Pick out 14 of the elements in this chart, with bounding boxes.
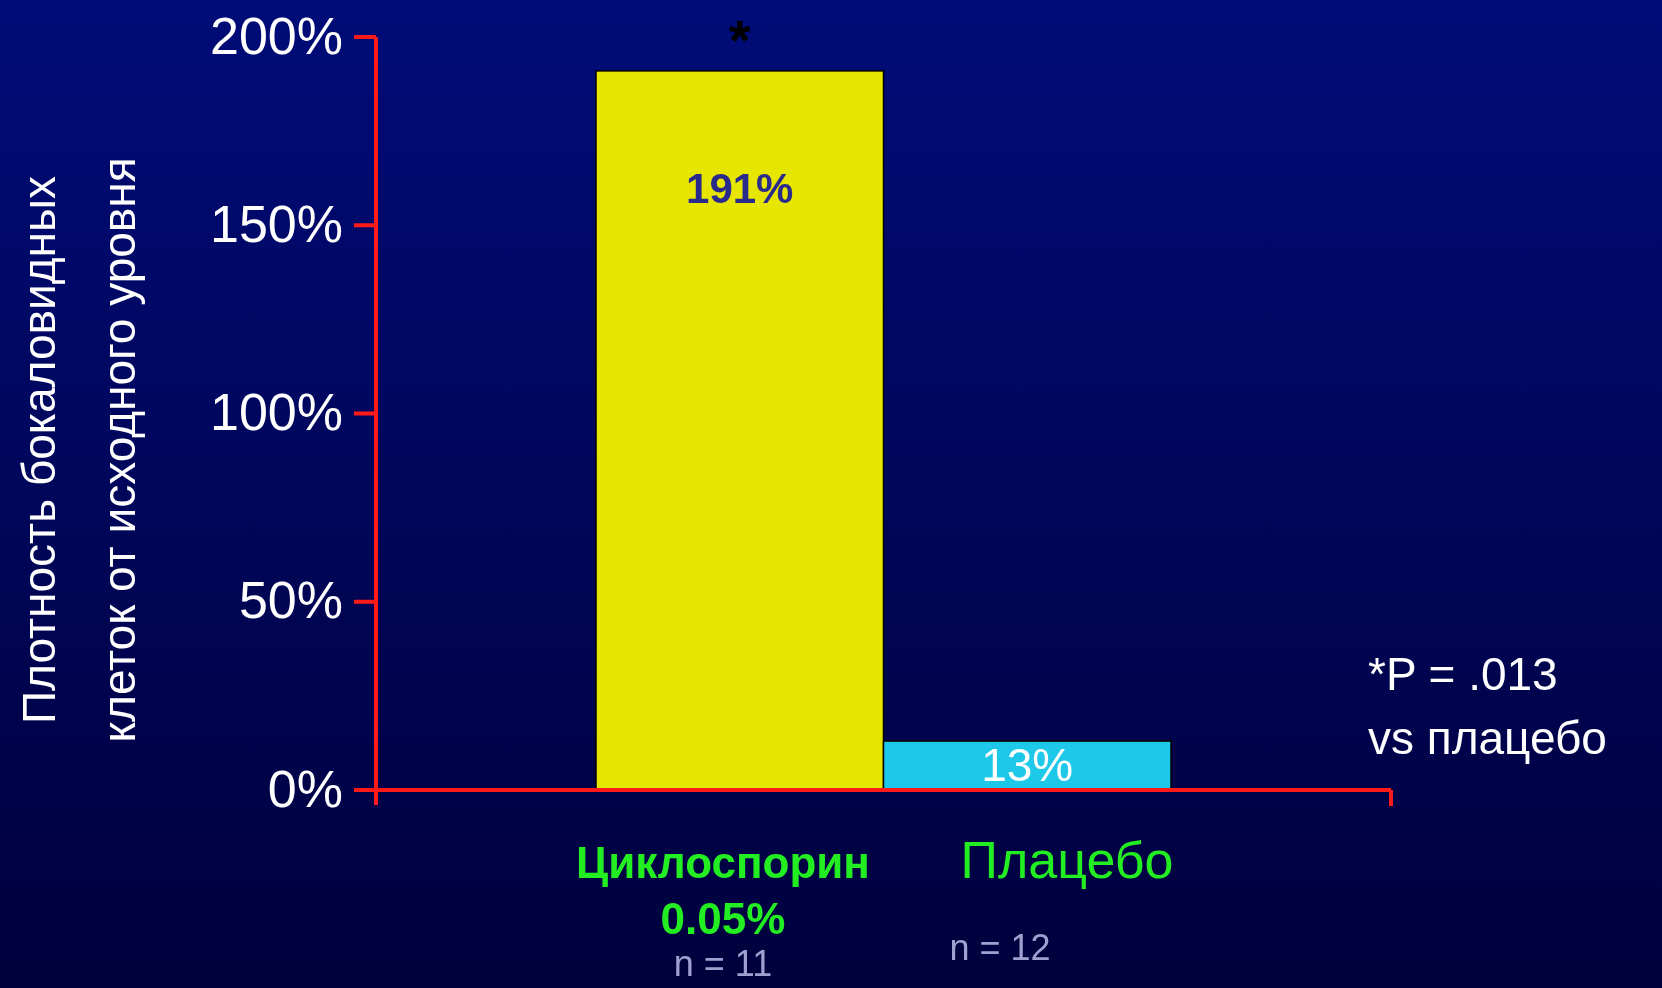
data-label: 13% [981,739,1074,792]
annotation: * [728,7,751,71]
x-tick-label: Плацебо [960,831,1174,889]
data-label: 191% [686,164,794,212]
y-tick-label: 100% [210,383,343,442]
y-tick-label: 200% [210,6,343,65]
annotation: *P = .013 vs плацебо [1368,648,1607,764]
y-tick-label: 50% [238,571,343,630]
y-axis-title: Плотность бокаловидных клеток от исходного уровня [13,157,145,743]
text: n = 12 [949,927,1051,968]
x-tick-label: Циклоспорин 0.05% [576,838,870,943]
y-tick-label: 0% [267,759,343,818]
y-tick-label: 150% [210,194,343,253]
text: n = 11 [673,943,773,984]
